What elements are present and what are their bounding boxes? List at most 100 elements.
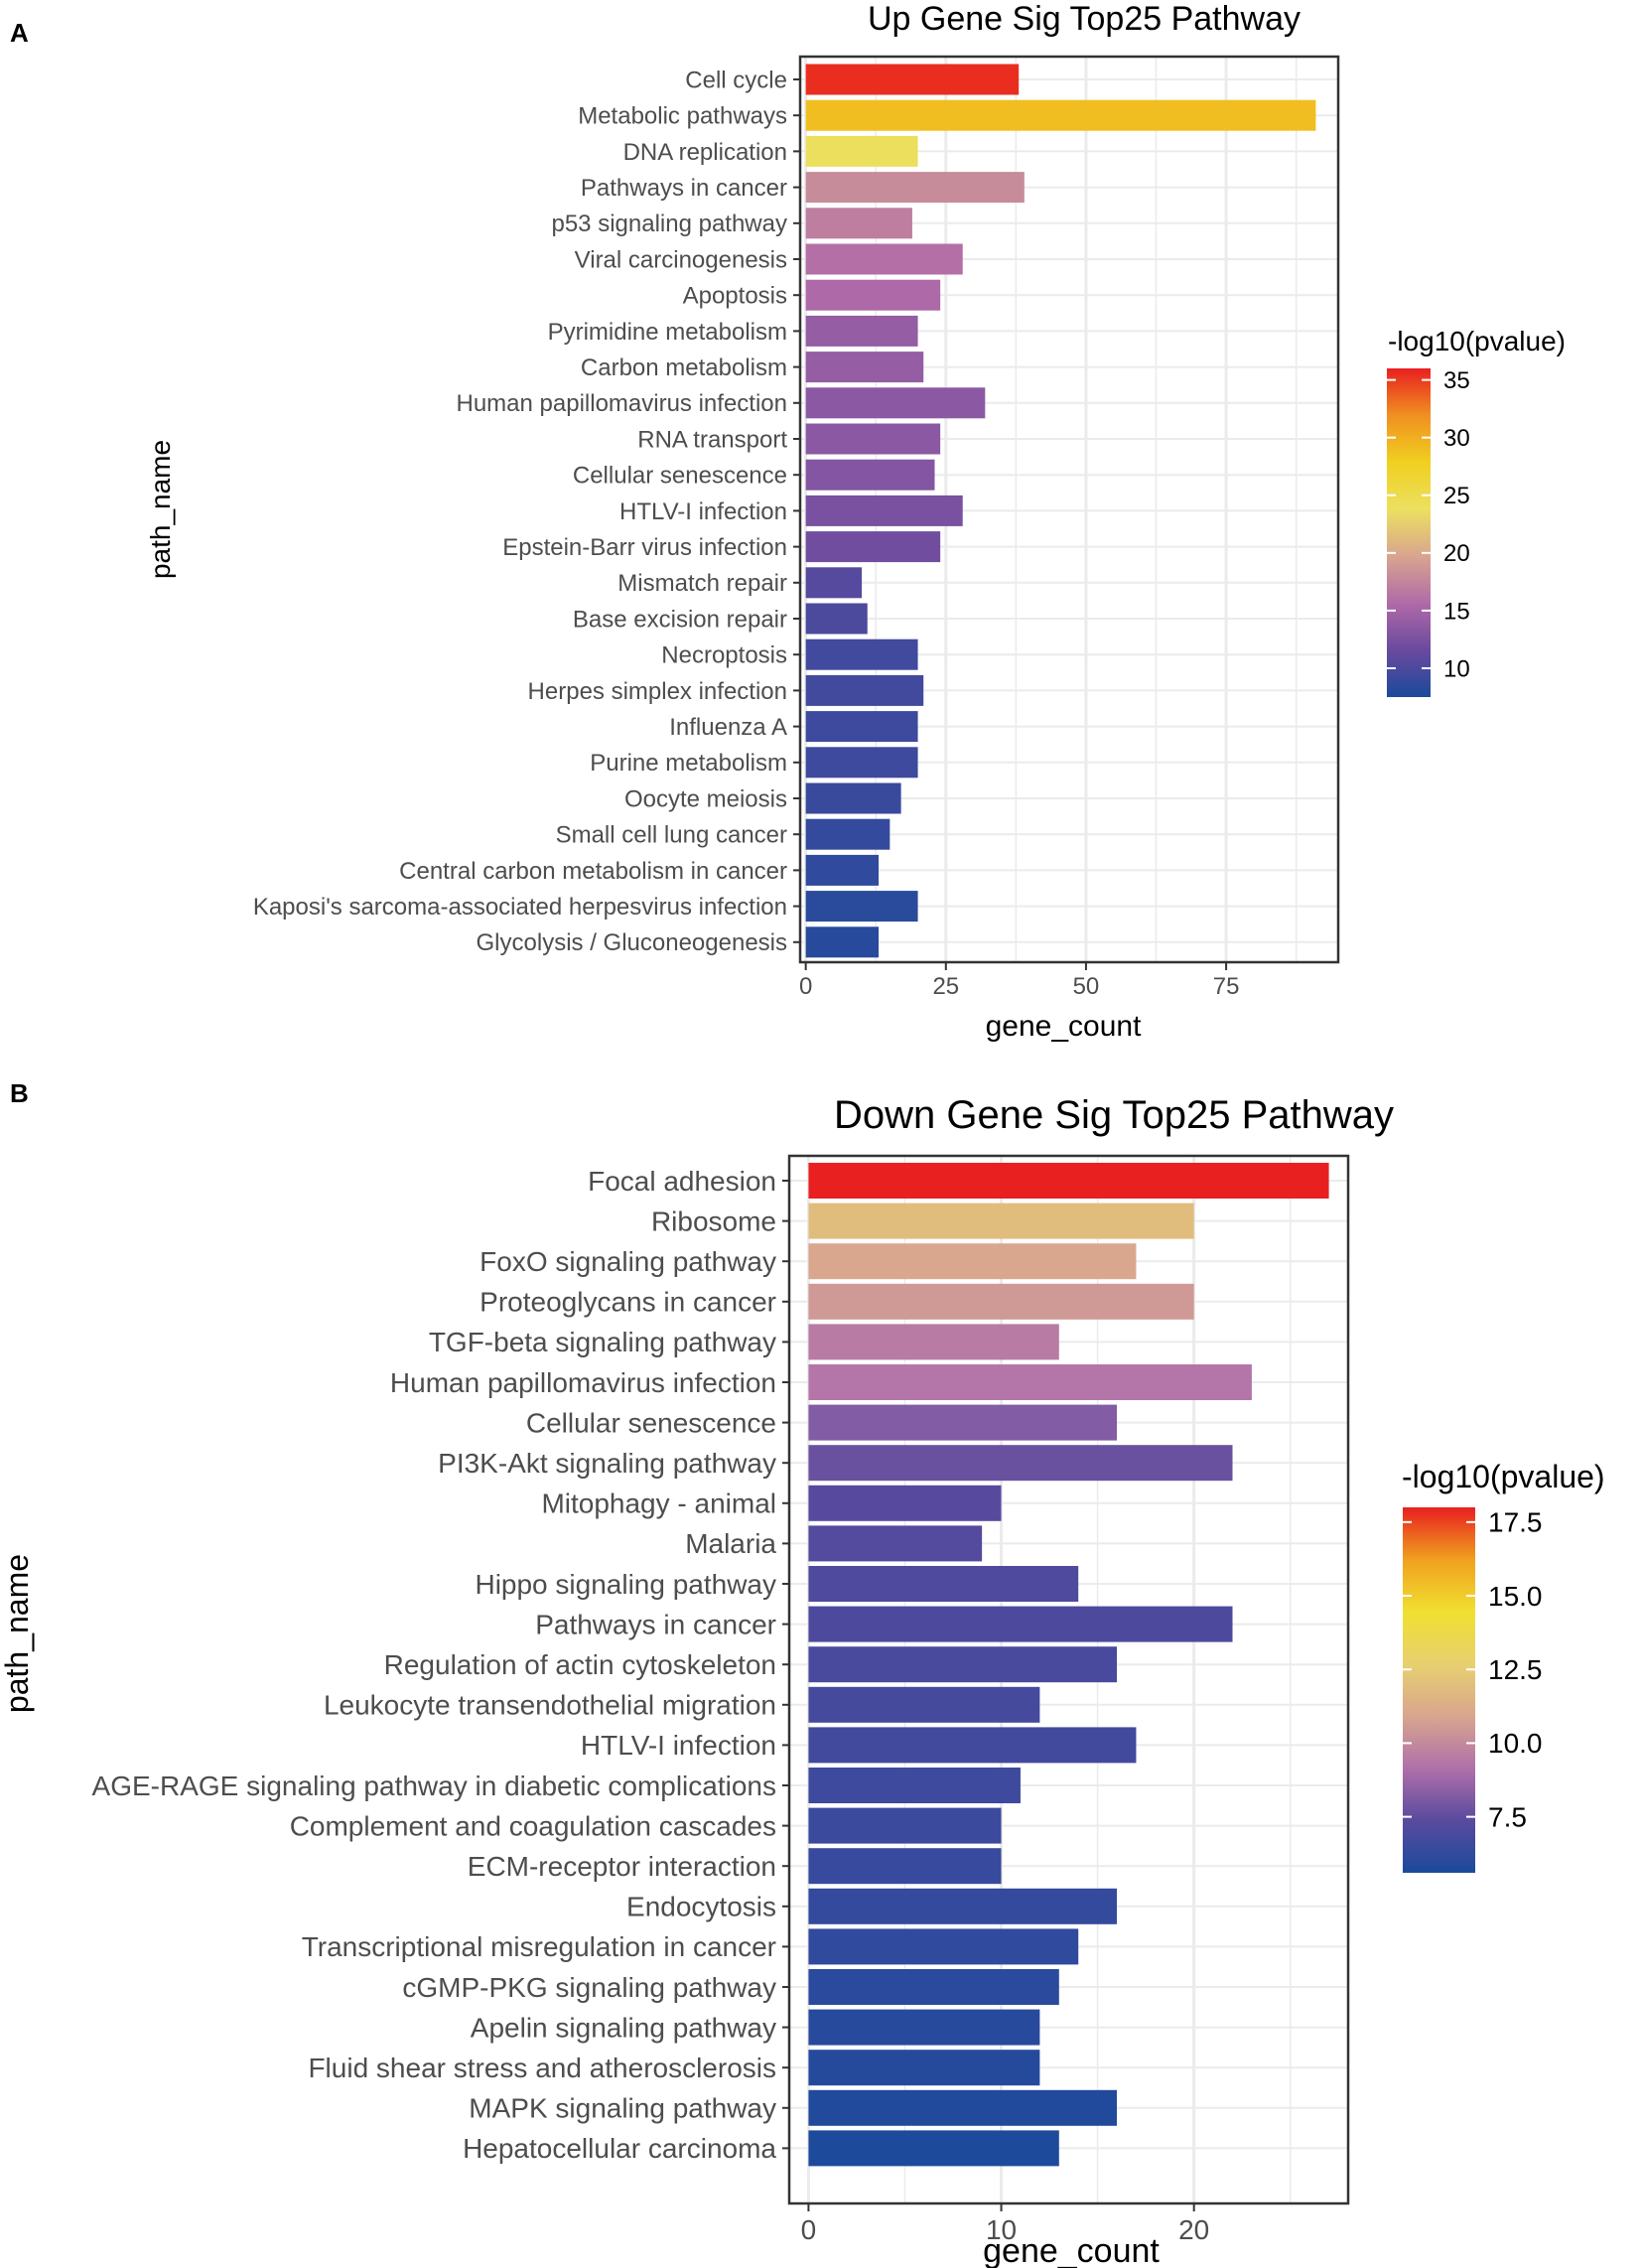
bar [808, 2009, 1040, 2046]
panel-b: B Down Gene Sig Top25 Pathway path_name … [0, 1078, 1605, 2268]
colorbar-tick-label: 30 [1443, 425, 1470, 452]
y-tick-label: Focal adhesion [588, 1166, 776, 1197]
bar [805, 711, 918, 743]
colorbar-title: -log10(pvalue) [1388, 326, 1566, 356]
bar [808, 1445, 1233, 1482]
y-tick-label: Influenza A [669, 714, 787, 741]
y-tick-label: Purine metabolism [590, 750, 787, 777]
y-tick-label: Human papillomavirus infection [390, 1367, 776, 1398]
x-tick-label: 0 [801, 2214, 817, 2245]
y-tick-label: Kaposi's sarcoma-associated herpesvirus … [253, 894, 787, 921]
colorbar-tick-label: 12.5 [1488, 1654, 1543, 1685]
y-tick-label: Human papillomavirus infection [457, 390, 788, 417]
y-tick-label: Fluid shear stress and atherosclerosis [308, 2053, 776, 2083]
bar [808, 1243, 1137, 1280]
bar [808, 2089, 1118, 2126]
y-tick-label: Hippo signaling pathway [475, 1569, 776, 1600]
bar [805, 638, 918, 670]
bar [805, 818, 890, 850]
bar [808, 1848, 1002, 1885]
bar [808, 1485, 1002, 1521]
colorbar [1387, 368, 1431, 697]
bar [805, 135, 918, 167]
y-tick-label: Leukocyte transendothelial migration [324, 1690, 776, 1721]
panel-label: B [10, 1078, 29, 1108]
bar [808, 1768, 1021, 1803]
colorbar-tick-label: 35 [1443, 367, 1470, 394]
y-tick-label: Mitophagy - animal [541, 1488, 776, 1519]
bar [808, 1163, 1329, 1199]
bar [808, 1525, 983, 1562]
bar [805, 387, 986, 419]
y-tick-label: Malaria [685, 1528, 776, 1559]
x-tick-label: 20 [1178, 2214, 1209, 2245]
y-tick-label: Small cell lung cancer [556, 822, 787, 849]
bar [805, 459, 935, 491]
colorbar-tick-label: 7.5 [1488, 1801, 1527, 1832]
chart-title: Up Gene Sig Top25 Pathway [868, 0, 1301, 38]
y-tick-label: Pathways in cancer [581, 175, 787, 202]
bar [808, 1283, 1194, 1320]
bar [808, 1566, 1079, 1602]
colorbar-tick-label: 15 [1443, 598, 1470, 625]
bar [808, 1727, 1137, 1764]
bar [805, 208, 912, 239]
y-tick-label: HTLV-I infection [581, 1730, 776, 1761]
bar [805, 891, 918, 922]
bar [808, 1928, 1079, 1965]
y-tick-label: Hepatocellular carcinoma [463, 2133, 776, 2164]
colorbar-title: -log10(pvalue) [1402, 1459, 1605, 1494]
y-tick-label: TGF-beta signaling pathway [429, 1327, 776, 1357]
y-tick-label: Apelin signaling pathway [471, 2012, 776, 2043]
chart-title: Down Gene Sig Top25 Pathway [834, 1093, 1394, 1137]
y-tick-label: MAPK signaling pathway [469, 2093, 776, 2124]
plot-border [798, 55, 1340, 964]
colorbar [1403, 1507, 1475, 1873]
bar [808, 1888, 1118, 1924]
y-tick-label: Carbon metabolism [581, 354, 787, 381]
y-tick-label: Viral carcinogenesis [575, 246, 787, 273]
bar [808, 1686, 1040, 1723]
y-tick-label: Glycolysis / Gluconeogenesis [477, 929, 787, 956]
y-tick-label: Proteoglycans in cancer [479, 1287, 776, 1318]
bar [805, 352, 924, 383]
x-tick-label: 0 [799, 973, 812, 1000]
y-tick-label: Base excision repair [573, 606, 787, 633]
x-tick-label: 50 [1073, 973, 1100, 1000]
y-tick-label: Cell cycle [685, 67, 787, 93]
y-tick-label: Regulation of actin cytoskeleton [384, 1649, 776, 1680]
bar [808, 1324, 1059, 1360]
y-tick-label: Necroptosis [661, 642, 787, 669]
x-axis-label: gene_count [983, 2232, 1160, 2268]
plot-border [787, 1154, 1350, 2205]
y-tick-label: Pyrimidine metabolism [548, 319, 787, 346]
y-tick-label: Ribosome [651, 1205, 776, 1236]
y-tick-label: Endocytosis [626, 1892, 776, 1922]
bar [805, 782, 901, 814]
y-axis-label: path_name [145, 440, 176, 579]
y-tick-label: Central carbon metabolism in cancer [399, 858, 787, 885]
bar [808, 1969, 1059, 2005]
bar [805, 531, 941, 563]
bar [805, 172, 1025, 204]
bar [808, 2130, 1059, 2167]
y-tick-label: Oocyte meiosis [624, 785, 787, 812]
y-tick-label: RNA transport [637, 426, 787, 453]
y-tick-label: Epstein-Barr virus infection [502, 534, 787, 561]
bar [808, 1807, 1002, 1844]
y-tick-label: DNA replication [623, 139, 787, 166]
bar [805, 926, 880, 958]
x-tick-label: 75 [1213, 973, 1240, 1000]
x-axis-label: gene_count [986, 1010, 1142, 1043]
x-tick-label: 25 [932, 973, 959, 1000]
colorbar-tick-label: 17.5 [1488, 1507, 1543, 1538]
bar [805, 854, 880, 886]
y-tick-label: Cellular senescence [526, 1407, 776, 1438]
y-tick-label: cGMP-PKG signaling pathway [402, 1972, 776, 2003]
bar [805, 315, 918, 347]
colorbar-tick-label: 20 [1443, 540, 1470, 567]
y-tick-label: Transcriptional misregulation in cancer [302, 1931, 776, 1962]
y-tick-label: ECM-receptor interaction [468, 1851, 776, 1882]
y-tick-label: Apoptosis [683, 283, 787, 310]
